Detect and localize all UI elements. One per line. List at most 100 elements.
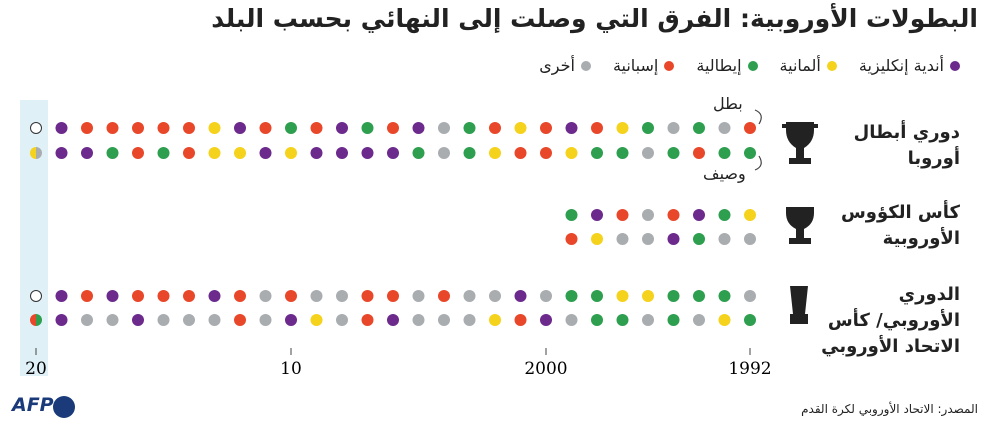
chart-title: البطولات الأوروبية: الفرق التي وصلت إلى … xyxy=(211,4,978,33)
dot xyxy=(514,314,527,326)
row-label: الدوري الأوروبي/ كأس الاتحاد الأوروبي xyxy=(821,284,960,357)
dot xyxy=(157,147,170,159)
legend-item: أندية إنكليزية xyxy=(859,56,960,75)
dot xyxy=(616,209,629,221)
legend-label: أندية إنكليزية xyxy=(858,56,944,75)
dot xyxy=(744,290,756,302)
source: المصدر: الاتحاد الأوروبي لكرة القدم xyxy=(801,402,978,416)
dot xyxy=(106,147,119,159)
dot xyxy=(565,314,578,326)
dot xyxy=(616,233,629,245)
dot xyxy=(387,314,399,326)
dot xyxy=(336,314,348,326)
legend-swatch xyxy=(664,60,675,71)
dot xyxy=(285,290,297,302)
dot xyxy=(693,233,705,245)
dot xyxy=(259,314,272,326)
finalist-half-dot xyxy=(36,147,42,159)
dot xyxy=(310,314,323,326)
dot xyxy=(132,314,144,326)
dot xyxy=(463,122,476,134)
dot xyxy=(55,290,68,302)
dot xyxy=(693,122,705,134)
dot xyxy=(157,290,170,302)
dot xyxy=(667,147,680,159)
dot xyxy=(565,209,578,221)
pending-dot xyxy=(30,122,42,134)
dot xyxy=(514,290,527,302)
dot xyxy=(310,122,323,134)
dot xyxy=(489,314,501,326)
dot xyxy=(81,314,93,326)
legend-swatch xyxy=(580,60,591,71)
dot xyxy=(642,147,654,159)
dot xyxy=(106,122,119,134)
dot xyxy=(718,233,731,245)
dot xyxy=(642,314,654,326)
trophy-icon xyxy=(782,122,818,324)
dot xyxy=(514,147,527,159)
finalist-half-dot xyxy=(30,147,36,159)
annotation-arrow xyxy=(754,155,762,171)
dot xyxy=(285,122,297,134)
legend-label: ألمانية xyxy=(779,56,821,75)
dot xyxy=(55,147,68,159)
dot xyxy=(81,290,93,302)
dot xyxy=(693,147,705,159)
dot xyxy=(744,209,756,221)
dot xyxy=(514,122,527,134)
legend-swatch xyxy=(826,60,837,71)
row-label: دوري أبطال أوروبا xyxy=(853,122,960,169)
dot xyxy=(667,290,680,302)
dot xyxy=(81,122,93,134)
legend-label: إسبانية xyxy=(612,56,659,75)
dot xyxy=(718,122,731,134)
dot xyxy=(744,147,756,159)
dot xyxy=(208,147,221,159)
pending-dot xyxy=(30,290,42,302)
dot xyxy=(106,314,119,326)
dot xyxy=(387,290,399,302)
dot xyxy=(616,147,629,159)
x-tick-label: 10 xyxy=(280,359,302,379)
dot xyxy=(642,290,654,302)
dot xyxy=(591,233,603,245)
dot xyxy=(310,290,323,302)
dot xyxy=(208,314,221,326)
dot xyxy=(667,233,680,245)
dot xyxy=(744,122,756,134)
dot xyxy=(693,314,705,326)
dot xyxy=(718,147,731,159)
dot xyxy=(591,147,603,159)
legend-item: أخرى xyxy=(539,56,591,75)
dot xyxy=(387,147,399,159)
dot xyxy=(387,122,399,134)
dot xyxy=(361,314,374,326)
dot xyxy=(55,314,68,326)
dot xyxy=(667,314,680,326)
dot xyxy=(132,122,144,134)
dot xyxy=(591,314,603,326)
legend-swatch xyxy=(747,60,758,71)
dot xyxy=(336,290,348,302)
dot xyxy=(565,147,578,159)
dot xyxy=(55,122,68,134)
legend-swatch xyxy=(950,60,960,71)
dot xyxy=(565,233,578,245)
finalist-half-dot xyxy=(36,314,42,326)
logo: AFP xyxy=(12,394,54,416)
finalist-half-dot xyxy=(30,314,36,326)
dot xyxy=(591,290,603,302)
highlight-column xyxy=(20,100,48,376)
dot xyxy=(693,209,705,221)
dot xyxy=(438,290,450,302)
legend-item: إسبانية xyxy=(612,56,675,75)
dot xyxy=(565,290,578,302)
dot xyxy=(132,147,144,159)
dot xyxy=(540,290,552,302)
dot xyxy=(234,314,246,326)
logo-mark xyxy=(53,396,75,418)
dot xyxy=(412,314,425,326)
